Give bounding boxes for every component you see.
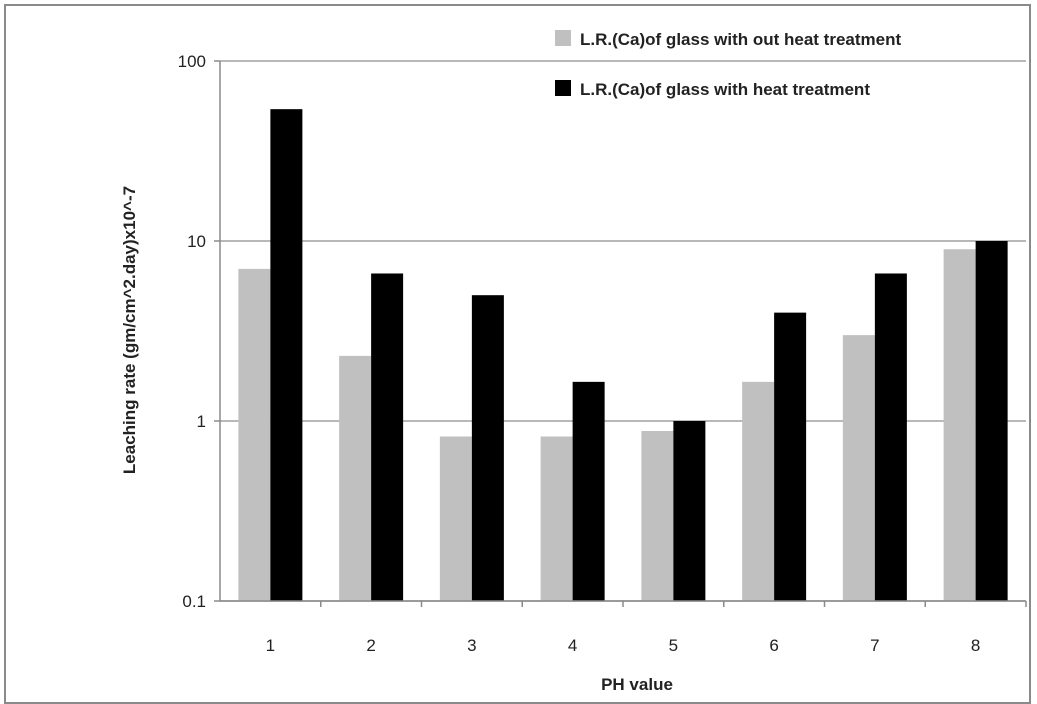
bars [238, 109, 1008, 602]
bar-with-heat-treatment [774, 312, 807, 601]
bar-without-heat-treatment [742, 381, 775, 601]
bar-with-heat-treatment [371, 273, 404, 601]
x-tick-label: 5 [669, 636, 678, 655]
axes [219, 61, 1027, 607]
bar-without-heat-treatment [439, 436, 472, 601]
bar-without-heat-treatment [238, 268, 271, 601]
x-tick-label: 1 [266, 636, 275, 655]
bar-with-heat-treatment [471, 295, 504, 601]
bar-without-heat-treatment [540, 436, 573, 601]
x-axis-title: PH value [601, 675, 673, 694]
x-tick-label: 2 [366, 636, 375, 655]
bar-with-heat-treatment [270, 109, 303, 601]
x-tick-label: 8 [971, 636, 980, 655]
y-tick-label: 10 [187, 232, 206, 251]
bar-without-heat-treatment [943, 249, 976, 602]
bar-with-heat-treatment [572, 381, 605, 601]
x-tick-label: 7 [870, 636, 879, 655]
bar-without-heat-treatment [641, 430, 674, 601]
x-tick-label: 3 [467, 636, 476, 655]
y-tick-label: 0.1 [182, 592, 206, 611]
y-tick-labels: 0.1 1 10 100 [178, 52, 206, 611]
y-tick-label: 100 [178, 52, 206, 71]
bar-with-heat-treatment [673, 421, 706, 601]
legend-swatch-without-heat [555, 30, 571, 46]
legend-swatch-with-heat [555, 80, 571, 96]
bar-with-heat-treatment [975, 241, 1008, 601]
bar-with-heat-treatment [874, 273, 907, 601]
bar-without-heat-treatment [842, 335, 875, 601]
bar-without-heat-treatment [339, 355, 372, 601]
x-tick-label: 4 [568, 636, 577, 655]
y-axis-title: Leaching rate (gm/cm^2.day)x10^-7 [120, 186, 139, 474]
legend-label-with-heat: L.R.(Ca)of glass with heat treatment [580, 80, 870, 99]
legend: L.R.(Ca)of glass with out heat treatment… [555, 30, 901, 99]
y-tick-label: 1 [197, 412, 206, 431]
x-tick-label: 6 [769, 636, 778, 655]
x-tick-labels: 1 2 3 4 5 6 7 8 [266, 636, 981, 655]
legend-label-without-heat: L.R.(Ca)of glass with out heat treatment [580, 30, 901, 49]
